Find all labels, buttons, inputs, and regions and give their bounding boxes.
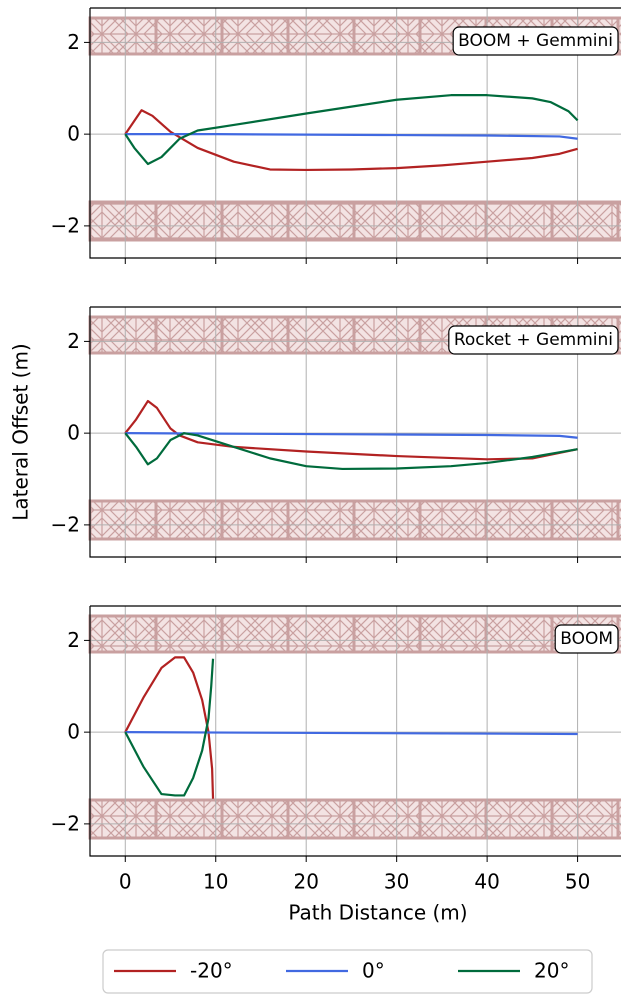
obstacle [88, 16, 160, 56]
obstacle [220, 798, 292, 840]
y-tick-label: 0 [67, 720, 80, 744]
y-tick-label: 0 [67, 122, 80, 146]
obstacle [484, 200, 556, 242]
obstacle [352, 16, 424, 56]
obstacle [220, 614, 292, 654]
obstacle [418, 499, 490, 541]
obstacle [286, 315, 358, 355]
obstacle [154, 315, 226, 355]
obstacle [220, 315, 292, 355]
series-line [125, 731, 578, 736]
y-axis-label: Lateral Offset (m) [9, 343, 33, 520]
obstacle [286, 16, 358, 56]
obstacle [154, 798, 226, 840]
obstacle [154, 499, 226, 541]
obstacle [220, 499, 292, 541]
x-tick-label: 20 [293, 870, 318, 894]
plot-area [124, 399, 578, 471]
axes-frame [89, 8, 621, 259]
y-tick-label: −2 [51, 811, 80, 835]
legend-label: 20° [534, 959, 569, 983]
obstacle [88, 200, 160, 242]
series-line [124, 656, 215, 799]
series-line [124, 432, 578, 471]
obstacle [484, 798, 556, 840]
series-line [125, 133, 578, 140]
obstacle [286, 200, 358, 242]
y-tick-label: −2 [51, 512, 80, 536]
axes-frame [89, 307, 621, 558]
legend-label: 0° [362, 959, 385, 983]
x-tick-label: 40 [474, 870, 499, 894]
plot-area [124, 94, 579, 172]
series-line [124, 399, 578, 461]
obstacle [352, 798, 424, 840]
axes-frame [89, 606, 621, 857]
obstacle [550, 499, 621, 541]
obstacle [286, 499, 358, 541]
y-tick-label: 2 [67, 628, 80, 652]
annotation-box [448, 325, 619, 355]
obstacle [88, 315, 160, 355]
y-tick-label: 2 [67, 30, 80, 54]
obstacle [154, 614, 226, 654]
obstacle [352, 200, 424, 242]
obstacle [418, 614, 490, 654]
obstacle [352, 315, 424, 355]
series-line [124, 109, 578, 172]
annotation: BOOM [560, 629, 613, 649]
obstacle [352, 499, 424, 541]
annotation-box [452, 26, 619, 56]
obstacle [418, 798, 490, 840]
obstacle [286, 614, 358, 654]
legend-label: -20° [190, 959, 233, 983]
obstacle [616, 200, 621, 242]
plot-area [124, 656, 578, 799]
obstacle [616, 499, 621, 541]
annotation: Rocket + Gemmini [454, 330, 613, 350]
x-tick-label: 10 [203, 870, 228, 894]
series-line [124, 94, 579, 166]
obstacle [154, 16, 226, 56]
obstacle [88, 798, 160, 840]
x-tick-label: 30 [384, 870, 409, 894]
obstacle [484, 499, 556, 541]
y-tick-label: 2 [67, 329, 80, 353]
obstacle [550, 798, 621, 840]
series-line [125, 432, 578, 439]
obstacle [220, 200, 292, 242]
obstacle [418, 200, 490, 242]
obstacle [484, 614, 556, 654]
series-line [124, 658, 215, 797]
x-tick-label: 50 [565, 870, 590, 894]
obstacle [154, 200, 226, 242]
obstacle [352, 614, 424, 654]
x-tick-label: 0 [119, 870, 132, 894]
annotation: BOOM + Gemmini [458, 31, 613, 51]
obstacle [220, 16, 292, 56]
obstacle [616, 798, 621, 840]
annotation-box [554, 624, 619, 654]
obstacle [286, 798, 358, 840]
obstacle [550, 200, 621, 242]
y-tick-label: −2 [51, 213, 80, 237]
x-axis-label: Path Distance (m) [288, 901, 467, 925]
obstacle [88, 614, 160, 654]
y-tick-label: 0 [67, 421, 80, 445]
obstacle [88, 499, 160, 541]
